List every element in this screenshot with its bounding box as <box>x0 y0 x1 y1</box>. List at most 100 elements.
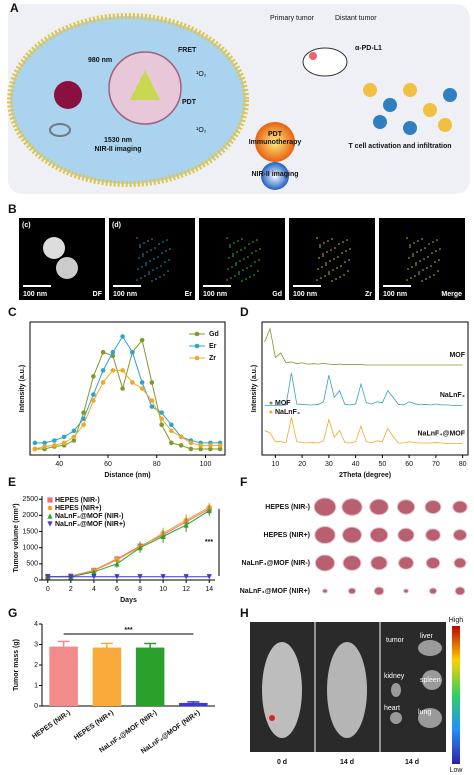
tumor <box>369 527 389 543</box>
signal-dot <box>429 276 431 278</box>
signal-dot <box>414 275 416 277</box>
image-tag: (d) <box>112 222 121 229</box>
signal-dot <box>227 268 229 270</box>
antibody-label: α-PD-L1 <box>355 45 382 52</box>
signal-dot <box>322 255 324 257</box>
channel-label: Er <box>185 291 193 298</box>
marker <box>42 444 47 449</box>
y-tick-label: 0 <box>34 577 38 584</box>
signal-dot <box>348 259 350 261</box>
signal-dot <box>229 246 231 248</box>
marker <box>81 416 86 422</box>
signal-dot <box>151 238 153 240</box>
bar <box>49 646 78 706</box>
signal-dot <box>136 279 138 281</box>
marker <box>52 438 57 443</box>
signal-dot <box>316 279 318 281</box>
particle <box>56 257 78 279</box>
tumor <box>313 497 337 517</box>
signal-dot <box>345 250 347 252</box>
signal-dot <box>341 252 343 254</box>
tumor <box>428 587 438 595</box>
x-tick-label: 8 <box>138 586 142 593</box>
signal-dot <box>317 268 319 270</box>
marker <box>42 440 47 446</box>
signal-dot <box>425 278 427 280</box>
y-tick-label: 3 <box>34 641 38 648</box>
scale-label: 100 nm <box>383 291 407 298</box>
signal-dot <box>156 267 158 269</box>
marker <box>91 398 96 403</box>
legend-label: NaLnF₄@MOF (NIR-) <box>55 513 123 520</box>
panel-label: D <box>240 305 249 319</box>
legend-label: Er <box>209 343 217 350</box>
tumor <box>322 588 328 594</box>
y-axis-title: Intensity (a.u.) <box>251 365 258 412</box>
x-tick-label: 20 <box>298 461 306 468</box>
signal-dot <box>406 279 408 281</box>
signal-dot <box>324 275 326 277</box>
marker <box>100 349 106 355</box>
marker <box>139 337 145 343</box>
signal-dot <box>242 269 244 271</box>
signal-dot <box>337 256 339 258</box>
signal-dot <box>154 247 156 249</box>
organs <box>390 640 442 728</box>
x-tick-label: 60 <box>405 461 413 468</box>
signal-dot <box>329 260 331 262</box>
signal-dot <box>226 279 228 281</box>
signal-dot <box>328 271 330 273</box>
series-label: NaLnF₄ <box>440 392 465 399</box>
x-axis-title: 2Theta (degree) <box>339 472 391 479</box>
marker <box>169 428 174 434</box>
tumor <box>314 526 336 544</box>
marker <box>71 434 77 440</box>
scale-label: 100 nm <box>23 291 47 298</box>
legend-marker <box>194 355 200 361</box>
channel-label: DF <box>93 291 103 298</box>
marker <box>45 574 51 580</box>
marker <box>149 380 155 385</box>
signal-dot <box>349 248 351 250</box>
signal-dot <box>422 269 424 271</box>
tumor <box>314 554 336 572</box>
signal-dot <box>320 277 322 279</box>
signal-dot <box>254 261 256 263</box>
signal-dot <box>347 270 349 272</box>
signal-dot <box>231 266 233 268</box>
panel-label: F <box>240 475 247 489</box>
signal-dot <box>253 274 255 276</box>
scale-label: 100 nm <box>203 291 227 298</box>
organ-label: liver <box>420 633 434 640</box>
marker <box>188 440 194 446</box>
bar <box>179 702 208 706</box>
signal-dot <box>431 252 433 254</box>
tumor <box>373 586 385 596</box>
signal-dot <box>235 264 237 266</box>
signal-dot <box>241 238 243 240</box>
marker <box>91 392 96 397</box>
signal-dot <box>333 258 335 260</box>
y-axis-title: Tumor mass (g) <box>13 639 20 691</box>
signal-dot <box>244 247 246 249</box>
series-line <box>264 417 463 444</box>
signal-dot <box>415 262 417 264</box>
row-label: HEPES (NIR-) <box>265 504 310 511</box>
signal-dot <box>331 238 333 240</box>
signal-dot <box>331 280 333 282</box>
tumor-dot <box>309 52 317 60</box>
panel-label: E <box>8 475 16 489</box>
scale-label: 100 nm <box>113 291 137 298</box>
marker <box>178 434 184 440</box>
panel-label: C <box>8 305 17 319</box>
legend-marker <box>194 343 200 349</box>
marker <box>160 574 166 580</box>
tumor <box>342 526 362 544</box>
signal-dot <box>328 273 330 275</box>
series-line <box>264 327 463 366</box>
signal-dot <box>430 265 432 267</box>
y-tick-label: 4 <box>34 621 38 628</box>
plot-frame <box>29 321 226 456</box>
colorbar <box>452 626 460 764</box>
y-tick-label: 2 <box>34 662 38 669</box>
